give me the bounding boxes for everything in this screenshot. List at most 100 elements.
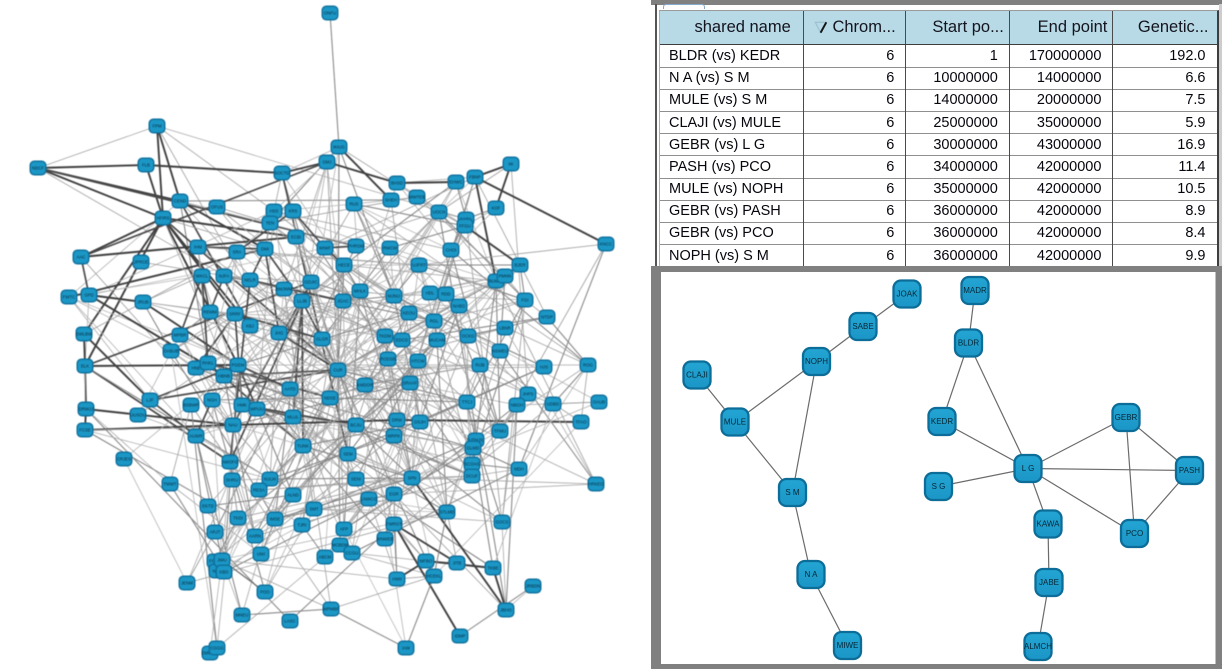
svg-text:IHM: IHM: [194, 245, 202, 250]
svg-text:OABUB: OABUB: [163, 349, 178, 354]
svg-text:UJFRT: UJFRT: [412, 263, 426, 268]
svg-text:ONFU: ONFU: [324, 11, 336, 16]
svg-text:BCJU: BCJU: [350, 423, 361, 428]
svg-text:JABE: JABE: [1039, 578, 1059, 587]
svg-text:JWU: JWU: [217, 558, 226, 563]
svg-text:NTDP: NTDP: [541, 315, 553, 320]
svg-text:KAWA: KAWA: [1037, 520, 1061, 529]
svg-text:IIK: IIK: [508, 162, 513, 167]
svg-text:PHRGM: PHRGM: [348, 244, 364, 249]
svg-text:HECE: HECE: [338, 263, 350, 268]
svg-text:CHOI: CHOI: [446, 248, 457, 253]
svg-text:RGL: RGL: [430, 319, 439, 324]
svg-text:ALMCH: ALMCH: [1024, 642, 1052, 651]
svg-text:AATD: AATD: [284, 387, 295, 392]
svg-text:SPN: SPN: [408, 476, 417, 481]
svg-text:JPRCE: JPRCE: [134, 260, 148, 265]
svg-text:RWCM: RWCM: [383, 246, 397, 251]
svg-text:TEN: TEN: [266, 221, 275, 226]
svg-text:UTMJS: UTMJS: [469, 438, 483, 443]
svg-text:AFP: AFP: [340, 527, 348, 532]
svg-text:LNWCG: LNWCG: [361, 497, 378, 502]
svg-text:WPMBF: WPMBF: [323, 607, 339, 612]
svg-text:KMDOR: KMDOR: [357, 383, 373, 388]
svg-text:GMJ: GMJ: [322, 160, 331, 165]
svg-text:BLDR: BLDR: [958, 339, 980, 348]
svg-text:HJS: HJS: [540, 365, 548, 370]
svg-text:MHLK: MHLK: [354, 289, 366, 294]
svg-text:NELR: NELR: [244, 278, 255, 283]
svg-text:EHWC: EHWC: [449, 180, 462, 185]
svg-text:ARJT: ARJT: [210, 530, 221, 535]
svg-text:NABG: NABG: [453, 304, 466, 309]
svg-text:PGEM: PGEM: [232, 363, 245, 368]
svg-text:SMT: SMT: [309, 507, 318, 512]
svg-text:S G: S G: [932, 482, 946, 491]
svg-text:FPM: FPM: [152, 124, 161, 129]
svg-text:MPBR: MPBR: [174, 333, 186, 338]
svg-text:HRKEO: HRKEO: [588, 482, 604, 487]
svg-text:AAC: AAC: [77, 255, 86, 260]
svg-text:KOF: KOF: [492, 206, 501, 211]
svg-text:GLMD: GLMD: [467, 446, 479, 451]
svg-text:FWTC: FWTC: [63, 295, 75, 300]
svg-text:ALND: ALND: [287, 493, 298, 498]
svg-text:L G: L G: [1022, 464, 1035, 473]
svg-text:JOAK: JOAK: [897, 290, 919, 299]
svg-text:GLGR: GLGR: [316, 337, 328, 342]
svg-text:BSBWP: BSBWP: [183, 403, 199, 408]
svg-text:JITB: JITB: [453, 561, 462, 566]
svg-text:TKBE: TKBE: [487, 566, 498, 571]
svg-text:KNCC: KNCC: [600, 242, 612, 247]
svg-text:HMK: HMK: [237, 403, 247, 408]
svg-text:TTCJ: TTCJ: [462, 400, 473, 405]
svg-text:JRBDN: JRBDN: [526, 584, 540, 589]
svg-text:HFIRS: HFIRS: [157, 216, 170, 221]
svg-text:KEOU: KEOU: [403, 311, 415, 316]
svg-text:AUWR: AUWR: [189, 434, 202, 439]
svg-text:UWI: UWI: [257, 552, 265, 557]
svg-text:SRRF: SRRF: [229, 312, 241, 317]
svg-text:HCEKL: HCEKL: [427, 574, 442, 579]
svg-text:JRUB: JRUB: [137, 300, 148, 305]
svg-text:FCSE: FCSE: [79, 428, 91, 433]
svg-text:MIWE: MIWE: [837, 641, 859, 650]
svg-text:TFMU: TFMU: [494, 429, 506, 434]
svg-text:SABE: SABE: [852, 322, 873, 331]
svg-text:KBO: KBO: [219, 570, 229, 575]
svg-text:RUS: RUS: [349, 202, 358, 207]
svg-text:IDMP: IDMP: [455, 634, 466, 639]
svg-text:BHSD: BHSD: [391, 181, 403, 186]
svg-text:TMWT: TMWT: [164, 482, 177, 487]
svg-text:SHRU: SHRU: [226, 478, 238, 483]
svg-text:NJFA: NJFA: [219, 274, 230, 279]
svg-text:AWOFG: AWOFG: [222, 460, 239, 465]
svg-text:MRPK: MRPK: [388, 434, 401, 439]
svg-text:MNEU: MNEU: [236, 613, 249, 618]
svg-text:REMM: REMM: [203, 310, 217, 315]
svg-text:WIWF: WIWF: [319, 246, 331, 251]
svg-text:CEND: CEND: [174, 199, 186, 204]
svg-text:SRA: SRA: [233, 250, 242, 255]
svg-text:CGGG: CGGG: [210, 646, 224, 651]
svg-text:NDSE: NDSE: [324, 396, 336, 401]
svg-text:KBJ: KBJ: [246, 324, 254, 329]
svg-text:LLJB: LLJB: [297, 299, 307, 304]
svg-text:LASC: LASC: [284, 619, 295, 624]
svg-text:NAU: NAU: [228, 423, 237, 428]
svg-text:LJF: LJF: [146, 398, 154, 403]
svg-text:EGR: EGR: [389, 492, 398, 497]
svg-text:IMSE: IMSE: [270, 517, 281, 522]
svg-text:GDJIC: GDJIC: [305, 280, 318, 285]
svg-text:DRW: DRW: [392, 418, 403, 423]
svg-text:MLUL: MLUL: [287, 415, 299, 420]
svg-text:HBNB: HBNB: [218, 374, 230, 379]
svg-text:TKDM: TKDM: [379, 334, 392, 339]
svg-text:ECBI: ECBI: [291, 235, 301, 240]
svg-text:OCKG: OCKG: [462, 334, 475, 339]
svg-text:BMJWM: BMJWM: [276, 287, 293, 292]
svg-text:MFBO: MFBO: [420, 559, 433, 564]
svg-text:DSJH: DSJH: [414, 420, 425, 425]
svg-text:FBNP: FBNP: [469, 175, 481, 180]
svg-text:NDCF: NDCF: [32, 166, 44, 171]
